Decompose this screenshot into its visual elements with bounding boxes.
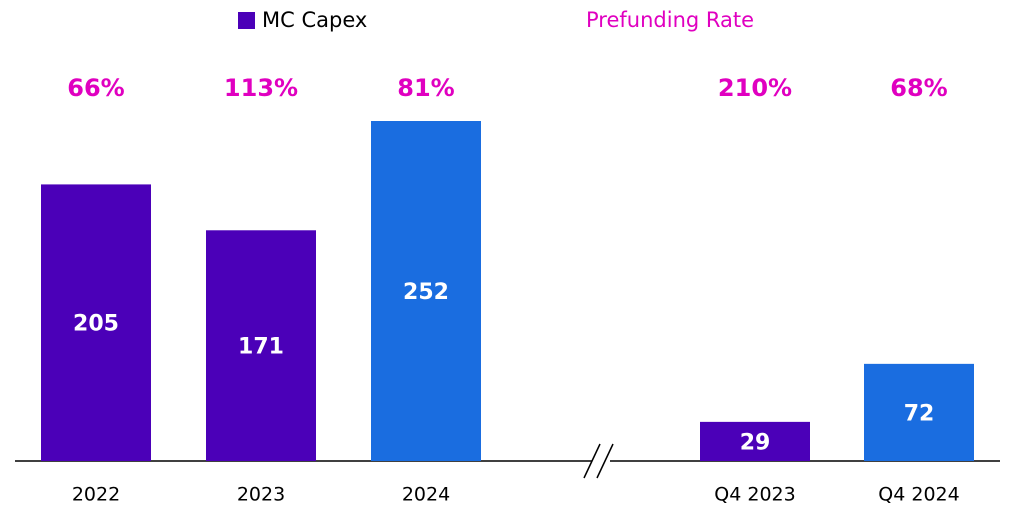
x-tick-label: Q4 2023 <box>714 484 795 506</box>
bar <box>206 230 316 461</box>
x-tick-label: Q4 2024 <box>878 484 959 506</box>
axis-break <box>596 443 614 479</box>
bar-value-label: 72 <box>904 401 935 426</box>
bar-value-label: 29 <box>740 430 771 455</box>
rate-label: 113% <box>224 74 298 102</box>
rate-label: 81% <box>397 74 454 102</box>
legend-label: MC Capex <box>262 8 367 32</box>
rate-label: 210% <box>718 74 792 102</box>
bar-value-label: 205 <box>73 312 119 337</box>
rate-label: 68% <box>890 74 947 102</box>
legend-swatch <box>238 12 255 29</box>
x-tick-label: 2024 <box>402 484 450 506</box>
rate-label: 66% <box>67 74 124 102</box>
x-tick-label: 2023 <box>237 484 285 506</box>
axis-break <box>583 443 601 479</box>
bar <box>371 121 481 461</box>
bar <box>41 184 151 461</box>
bar-value-label: 171 <box>238 335 284 360</box>
bar <box>700 421 810 461</box>
x-tick-label: 2022 <box>72 484 120 506</box>
bar-value-label: 252 <box>403 280 449 305</box>
bar <box>864 363 974 461</box>
legend-label: Prefunding Rate <box>586 8 754 32</box>
